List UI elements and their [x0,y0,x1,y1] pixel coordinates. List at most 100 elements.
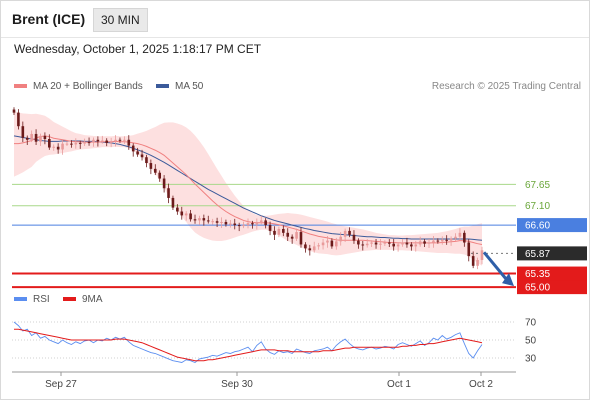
candle-body [282,228,285,233]
credit-text: Research © 2025 Trading Central [431,81,581,92]
candle-body [48,139,51,148]
level-label-5: 65.00 [525,283,550,294]
candle-body [326,240,329,243]
candle-body [246,223,250,226]
candle-body [206,220,210,222]
candle-body [140,154,144,158]
candle-body [458,232,462,237]
candle-body [52,146,56,148]
candle-body [78,142,82,144]
candle-body [34,133,38,142]
candle-body [70,143,73,145]
candle-body [193,219,197,221]
candle-body [330,240,334,247]
level-label-4: 65.35 [525,269,550,280]
candle-body [255,221,259,225]
candle-body [167,188,170,198]
candle-body [229,223,232,225]
candle-body [277,228,281,235]
candle-body [25,137,29,140]
legend-ma20: MA 20 + Bollinger Bands [14,81,143,92]
candle-body [317,245,320,247]
rsi-label: RSI [33,294,50,305]
time-tick-label: Sep 30 [221,379,253,390]
candle-body [454,236,457,239]
candle-body [361,244,365,246]
level-tag-2 [517,218,587,233]
candle-body [348,230,351,235]
ma20-swatch [14,84,27,89]
rsi-line [13,321,483,364]
time-tick-label: Sep 27 [45,379,77,390]
candle-body [92,139,95,143]
candle-body [136,151,139,155]
ma50-label: MA 50 [175,81,204,92]
candle-body [101,140,104,142]
candle-body [109,141,113,143]
candle-body [233,223,237,226]
candle-body [39,135,42,142]
candle-body [427,242,431,244]
instrument-title: Brent (ICE) [12,11,86,27]
candle-body [418,241,422,245]
candle-body [405,242,409,245]
candle-body [123,139,126,141]
candle-body [114,139,117,142]
candle-body [370,242,373,244]
candle-body [432,240,435,243]
candle-body [414,244,418,247]
rsi-tick-70: 70 [525,318,537,329]
candle-body [162,178,166,189]
level-tag-4 [517,266,587,281]
candle-body [440,239,444,242]
candle-body [215,221,219,223]
candle-body [105,140,109,143]
candle-body [30,133,33,140]
time-tick-label: Oct 2 [469,379,493,390]
ma50-line [13,135,483,241]
legend-rsi: RSI [14,294,50,305]
candle-body [379,243,382,245]
candle-body [17,112,20,127]
candle-body [259,220,263,222]
candle-body [445,239,448,241]
candle-body [410,244,413,247]
candle-body [74,142,78,145]
candle-body [96,139,100,142]
candle-body [268,225,272,231]
candle-body [251,223,254,225]
ma20-label: MA 20 + Bollinger Bands [33,81,143,92]
candle-body [153,168,157,173]
candle-body [184,213,188,216]
candle-body [211,221,214,223]
candle-body [149,163,153,169]
candle-body [467,242,471,257]
candle-body [180,211,184,216]
legend-ma50: MA 50 [156,81,203,92]
time-tick-label: Oct 1 [387,379,411,390]
timestamp: Wednesday, October 1, 2025 1:18:17 PM CE… [14,42,262,56]
rsi-ma9-line [14,328,483,362]
forecast-arrow-icon [502,273,514,287]
candle-body [43,135,47,139]
candle-body [273,230,276,235]
candle-body [189,213,192,220]
candle-body [449,238,453,241]
title-bar: Brent (ICE) 30 MIN [1,1,589,38]
candle-body [220,221,223,223]
level-tag-5 [517,280,587,295]
interval-selector[interactable]: 30 MIN [93,8,148,32]
candle-body [304,244,307,249]
level-label-1: 67.10 [525,201,550,212]
candle-body [308,248,312,251]
candle-body [463,232,466,243]
candle-body [264,220,267,226]
candle-body [476,259,479,266]
candle-body [87,142,91,144]
legend-ma9: 9MA [63,294,103,305]
level-tag-3 [517,246,587,261]
candle-body [471,256,475,266]
ma9-label: 9MA [82,294,103,305]
